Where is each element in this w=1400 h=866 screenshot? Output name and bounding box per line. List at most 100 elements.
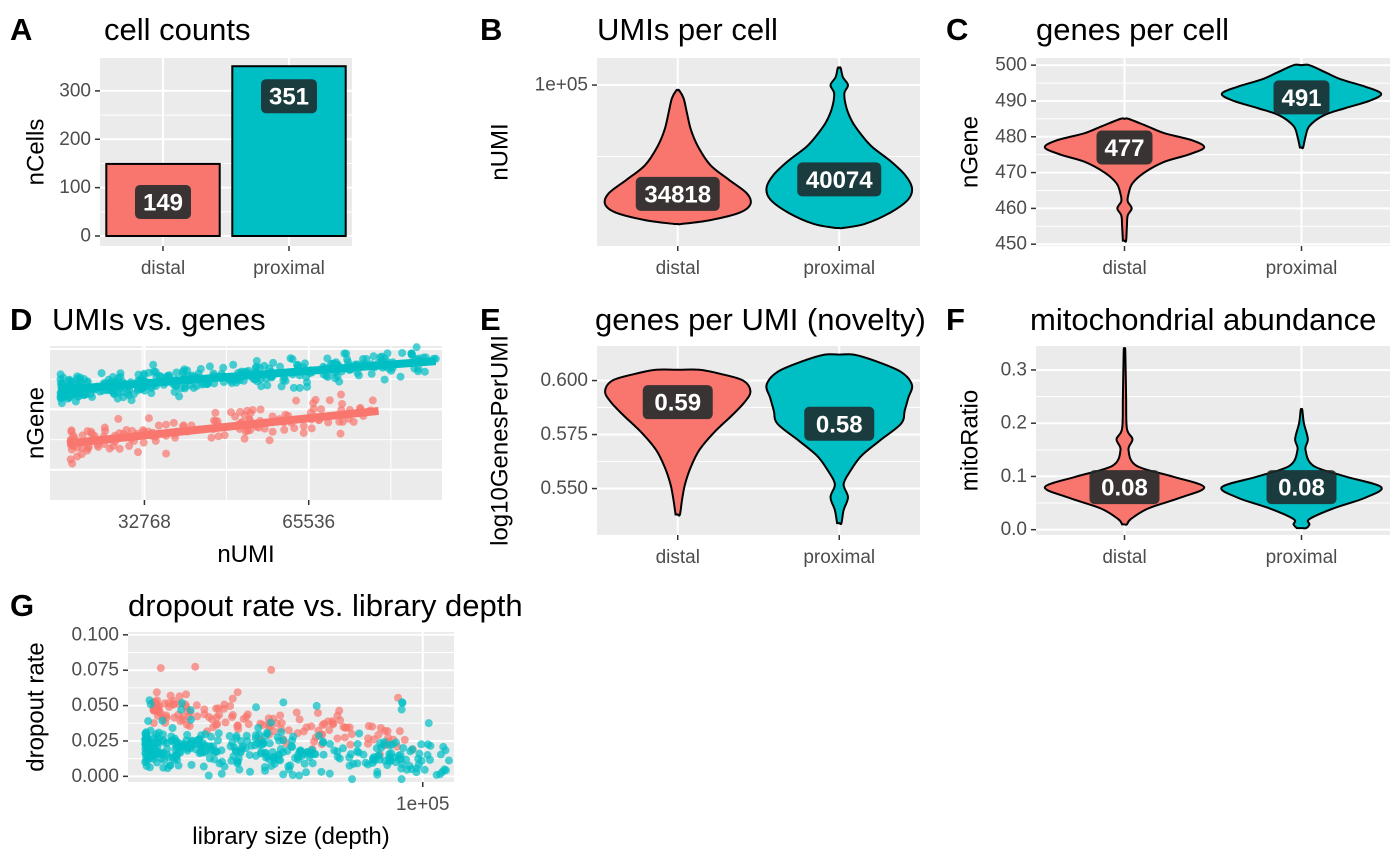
scatter-point-distal: [101, 426, 110, 435]
scatter-point-distal: [231, 412, 240, 421]
scatter-point-proximal: [396, 372, 405, 381]
scatter-point-proximal: [253, 738, 262, 747]
scatter-point-distal: [380, 726, 389, 735]
scatter-point-proximal: [242, 731, 251, 740]
scatter-point-proximal: [219, 363, 228, 372]
scatter-point-proximal: [363, 760, 372, 769]
data-label-background: [797, 162, 882, 197]
scatter-point-proximal: [114, 388, 123, 397]
scatter-point-proximal: [312, 701, 321, 710]
scatter-point-distal: [227, 712, 236, 721]
scatter-point-proximal: [288, 355, 297, 364]
scatter-point-distal: [73, 452, 82, 461]
x-tick-label: 32768: [118, 512, 171, 533]
data-label: 491: [1273, 80, 1330, 115]
scatter-point-proximal: [153, 758, 162, 767]
scatter-point-proximal: [260, 763, 269, 772]
scatter-point-distal: [125, 441, 134, 450]
panel-letter: G: [10, 588, 34, 623]
y-axis-title: nGene: [957, 116, 984, 188]
scatter-point-distal: [94, 442, 103, 451]
scatter-point-distal: [204, 713, 213, 722]
scatter-point-proximal: [398, 348, 407, 357]
scatter-point-distal: [166, 691, 175, 700]
scatter-point-proximal: [319, 750, 328, 759]
scatter-point-proximal: [279, 770, 288, 779]
scatter-point-proximal: [196, 364, 205, 373]
x-tick-label: distal: [1102, 547, 1146, 568]
scatter-point-proximal: [300, 759, 309, 768]
panel-letter: F: [946, 302, 965, 337]
panel-title: UMIs vs. genes: [52, 302, 266, 337]
data-label-text: 40074: [806, 167, 873, 194]
scatter-point-proximal: [322, 371, 331, 380]
panel-letter: C: [946, 12, 968, 47]
data-label: 0.08: [1089, 470, 1160, 505]
panel-letter: B: [480, 12, 502, 47]
scatter-point-distal: [256, 405, 265, 414]
scatter-point-proximal: [398, 698, 407, 707]
scatter-point-proximal: [354, 371, 363, 380]
scatter-point-distal: [87, 427, 96, 436]
scatter-point-proximal: [362, 355, 371, 364]
scatter-point-proximal: [177, 698, 186, 707]
scatter-point-proximal: [277, 382, 286, 391]
scatter-point-proximal: [187, 760, 196, 769]
scatter-point-proximal: [276, 362, 285, 371]
scatter-point-distal: [169, 418, 178, 427]
scatter-point-proximal: [88, 393, 97, 402]
y-tick-label: 470: [995, 162, 1027, 183]
scatter-point-proximal: [261, 753, 270, 762]
scatter-point-proximal: [210, 755, 219, 764]
scatter-point-distal: [211, 417, 220, 426]
scatter-point-proximal: [241, 744, 250, 753]
scatter-point-proximal: [348, 775, 357, 784]
scatter-point-proximal: [412, 768, 421, 777]
scatter-point-proximal: [97, 369, 106, 378]
scatter-point-proximal: [144, 717, 153, 726]
y-tick-label: 200: [59, 129, 91, 150]
y-tick-label: 450: [995, 234, 1027, 255]
scatter-point-distal: [233, 688, 242, 697]
scatter-point-proximal: [195, 749, 204, 758]
scatter-point-proximal: [295, 771, 304, 780]
scatter-point-distal: [333, 711, 342, 720]
data-label: 477: [1096, 130, 1153, 165]
scatter-point-distal: [192, 701, 201, 710]
scatter-point-proximal: [380, 375, 389, 384]
scatter-point-proximal: [397, 764, 406, 773]
data-label-background: [261, 79, 317, 114]
scatter-point-distal: [66, 455, 75, 464]
scatter-point-proximal: [367, 369, 376, 378]
y-tick-label: 0.100: [71, 624, 119, 645]
scatter-point-proximal: [440, 765, 449, 774]
violin-distal: [1043, 117, 1206, 243]
scatter-point-distal: [242, 712, 251, 721]
scatter-point-proximal: [407, 351, 416, 360]
scatter-point-proximal: [183, 730, 192, 739]
scatter-point-proximal: [180, 365, 189, 374]
scatter-point-proximal: [289, 732, 298, 741]
scatter-point-distal: [182, 690, 191, 699]
data-label-text: 149: [143, 189, 183, 216]
panel-letter: A: [10, 12, 32, 47]
scatter-point-proximal: [420, 765, 429, 774]
scatter-point-proximal: [333, 747, 342, 756]
scatter-point-proximal: [276, 756, 285, 765]
x-tick-label: proximal: [803, 547, 875, 568]
x-tick-label: 65536: [282, 512, 335, 533]
scatter-point-proximal: [168, 724, 177, 733]
data-label-text: 351: [269, 84, 309, 111]
data-label-background: [1096, 130, 1153, 165]
scatter-point-proximal: [158, 716, 167, 725]
scatter-point-distal: [139, 438, 148, 447]
scatter-point-distal: [207, 433, 216, 442]
scatter-point-proximal: [267, 761, 276, 770]
scatter-point-proximal: [346, 750, 355, 759]
scatter-point-proximal: [186, 715, 195, 724]
y-tick-label: 1e+05: [535, 75, 588, 96]
scatter-point-proximal: [142, 761, 151, 770]
scatter-point-proximal: [444, 756, 453, 765]
y-tick-label: 0.000: [71, 766, 119, 787]
scatter-point-proximal: [426, 741, 435, 750]
